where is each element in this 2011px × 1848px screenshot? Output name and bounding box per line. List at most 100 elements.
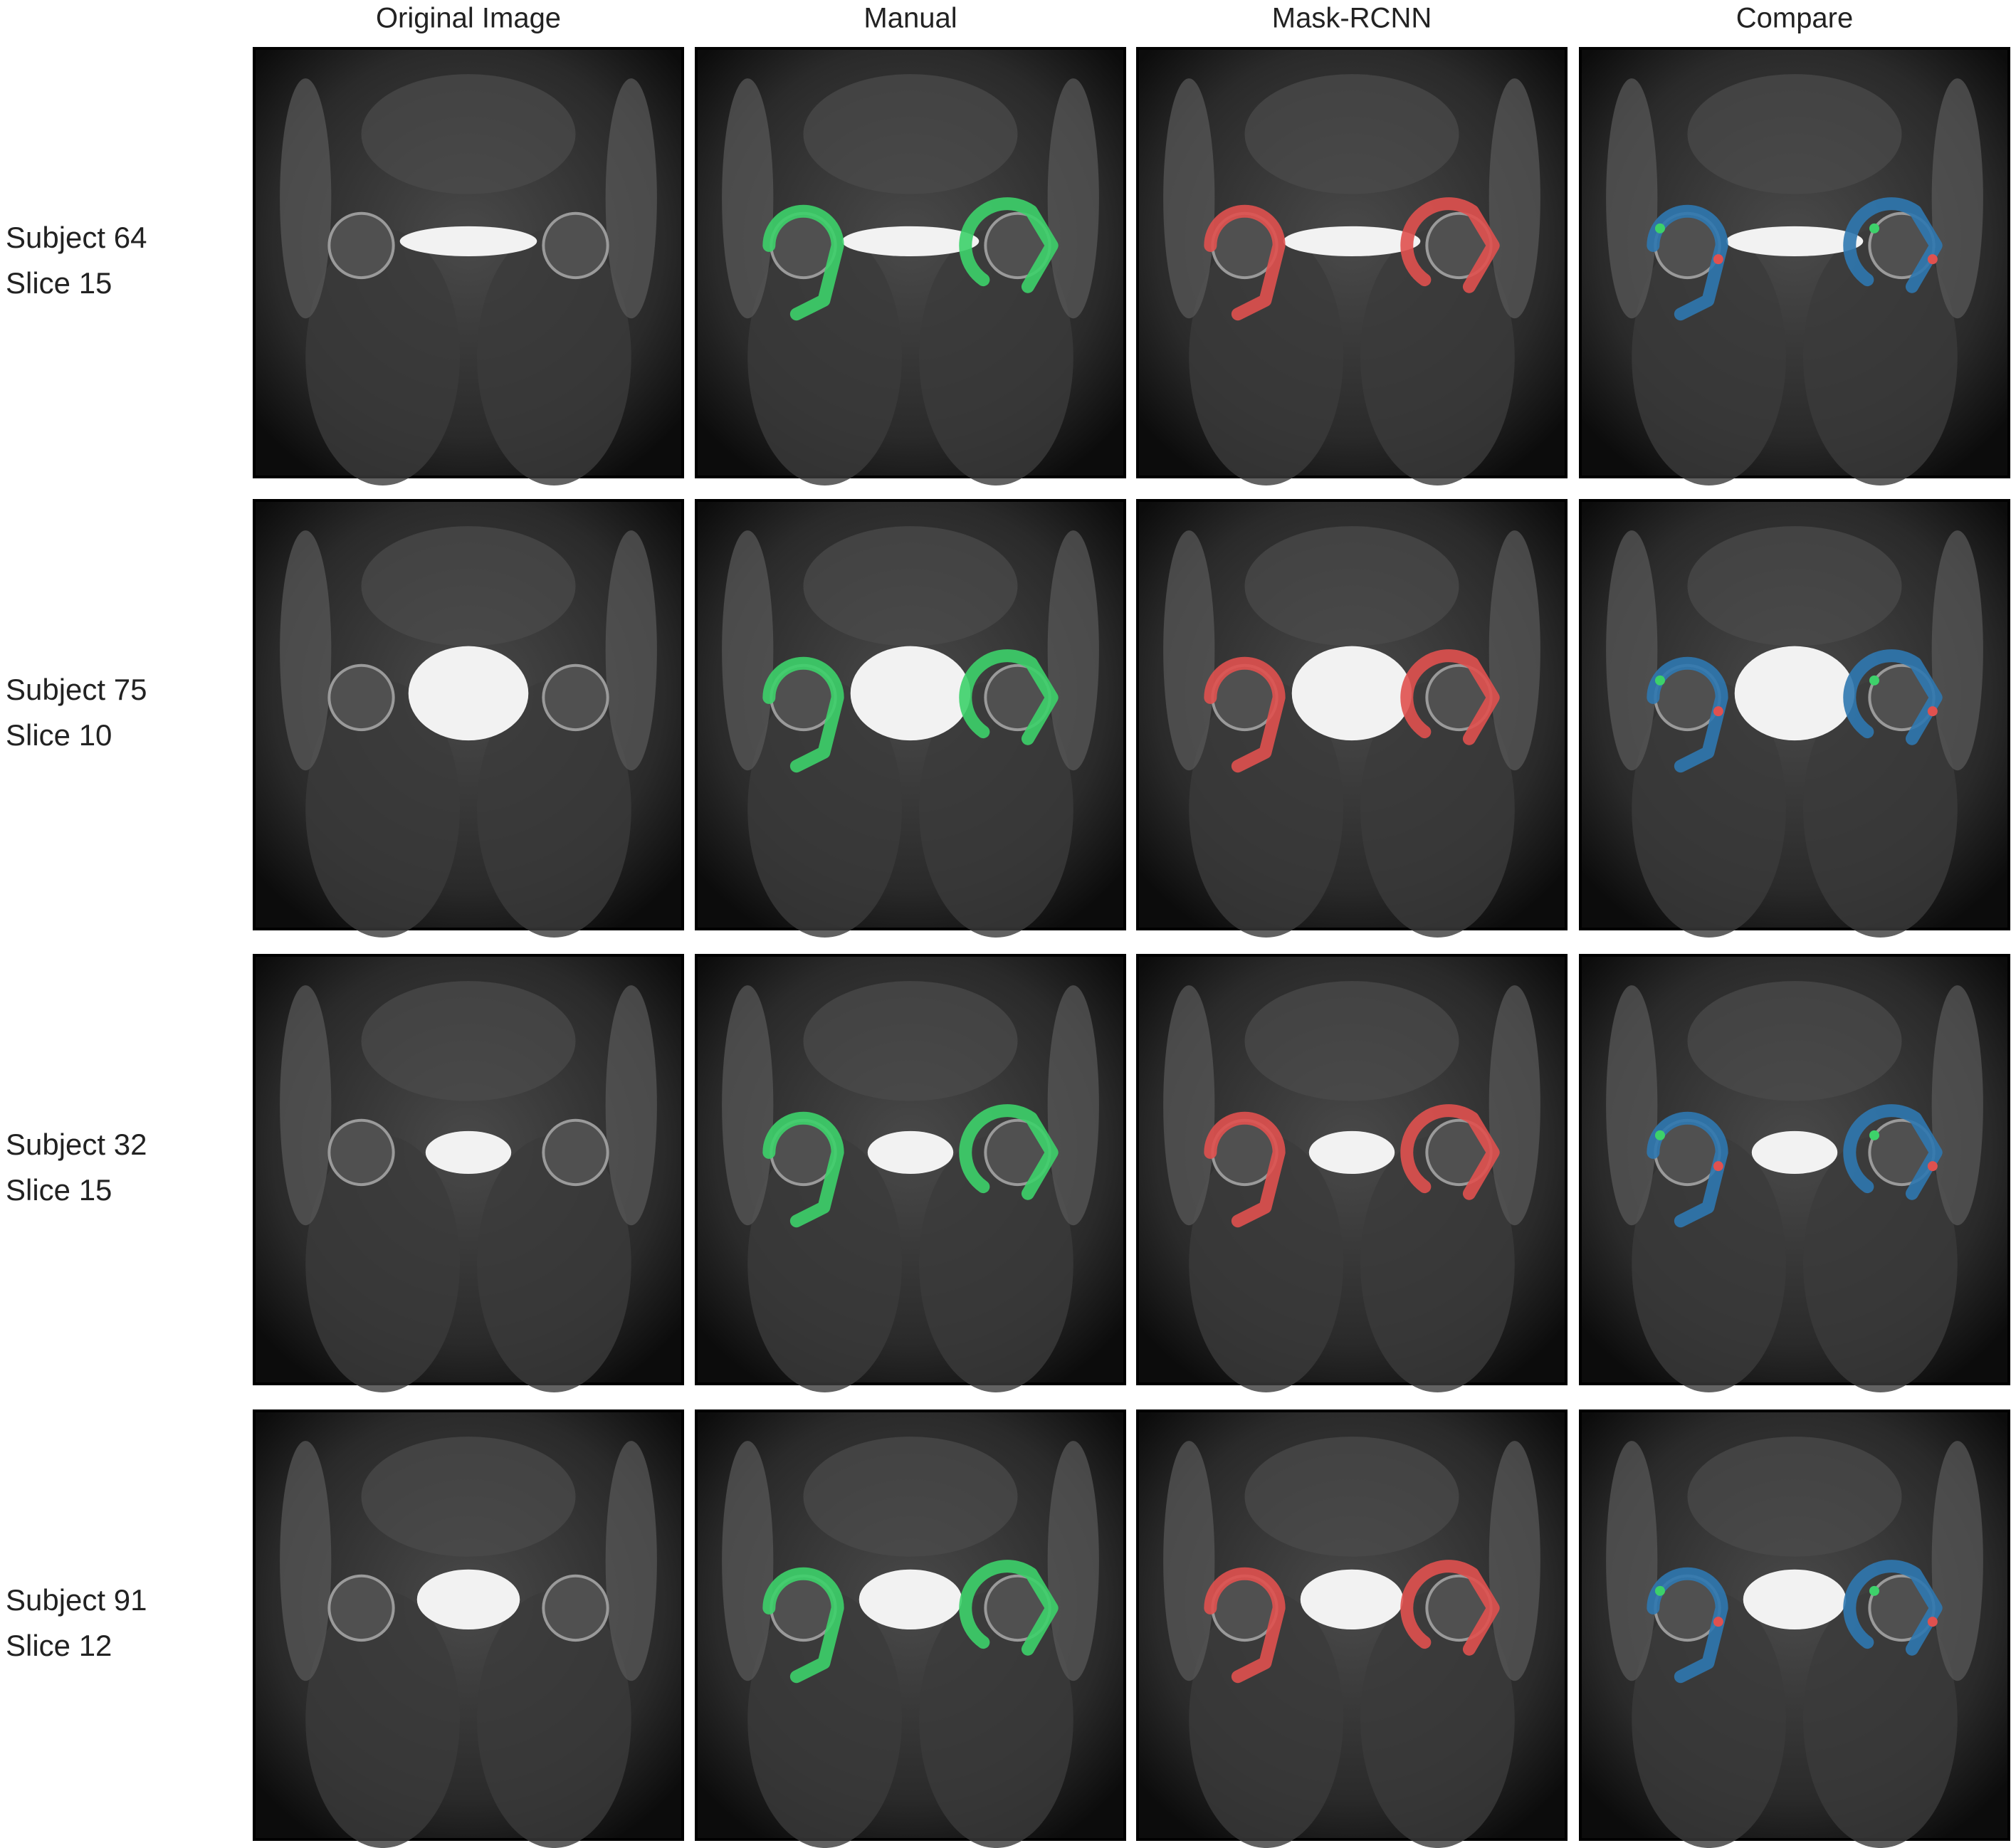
row-subject: Subject 75 [6, 673, 147, 706]
lesion-overlay [1204, 1111, 1286, 1228]
thigh [1803, 680, 1958, 938]
thigh [1360, 680, 1515, 938]
lesion-overlay [1204, 656, 1286, 773]
abdomen [361, 981, 576, 1101]
row-subject: Subject 32 [6, 1128, 147, 1161]
ilium [722, 530, 774, 771]
thigh [1803, 1135, 1958, 1393]
overlay-dot [1654, 1130, 1665, 1140]
lesion-overlay [1843, 1104, 1943, 1200]
lesion-overlay [1843, 197, 1943, 293]
ilium [722, 985, 774, 1226]
bladder [416, 1569, 520, 1630]
thigh [1189, 1135, 1343, 1393]
bladder [1734, 646, 1855, 741]
lesion-overlay [959, 197, 1059, 293]
thigh [1360, 1135, 1515, 1393]
abdomen [803, 526, 1018, 646]
thigh [1632, 228, 1786, 486]
lesion-overlay [1400, 1104, 1500, 1200]
lesion-overlay [1843, 649, 1943, 745]
ilium [1931, 78, 1983, 319]
ilium [1488, 530, 1540, 771]
mri-image [253, 954, 684, 1393]
abdomen [1244, 74, 1459, 194]
lesion-overlay [959, 1560, 1059, 1656]
mri-image [1136, 954, 1568, 1393]
abdomen [361, 1437, 576, 1557]
column-header: Manual [863, 3, 957, 34]
ilium [280, 530, 332, 771]
femoral-head [327, 1574, 395, 1642]
thigh [747, 680, 902, 938]
thigh [1803, 1590, 1958, 1848]
thigh [1632, 1590, 1786, 1848]
mri-image [695, 499, 1126, 938]
abdomen [1244, 1437, 1459, 1557]
abdomen [1244, 526, 1459, 646]
femoral-head [327, 211, 395, 280]
mri-image [1579, 499, 2010, 938]
column-header: Compare [1736, 3, 1854, 34]
thigh [919, 680, 1073, 938]
thigh [477, 1590, 631, 1848]
thigh [477, 1135, 631, 1393]
row-slice: Slice 10 [6, 718, 112, 752]
overlay-dot [1713, 1617, 1723, 1627]
row-slice: Slice 12 [6, 1629, 112, 1662]
ilium [1931, 985, 1983, 1226]
abdomen [1244, 981, 1459, 1101]
lesion-overlay [959, 649, 1059, 745]
ilium [280, 78, 332, 319]
ilium [1163, 78, 1215, 319]
mri-image [253, 499, 684, 938]
ilium [1606, 1441, 1658, 1681]
bladder [1726, 226, 1864, 256]
lesion-overlay [762, 1111, 844, 1228]
thigh [305, 1135, 460, 1393]
femoral-head [327, 663, 395, 732]
ilium [1488, 78, 1540, 319]
bladder [867, 1130, 954, 1175]
abdomen [1687, 526, 1902, 646]
abdomen [803, 1437, 1018, 1557]
thigh [919, 228, 1073, 486]
ilium [1606, 78, 1658, 319]
bladder [850, 646, 971, 741]
thigh [1189, 228, 1343, 486]
mri-image [695, 954, 1126, 1393]
ilium [1163, 985, 1215, 1226]
lesion-overlay [1400, 1560, 1500, 1656]
abdomen [803, 74, 1018, 194]
mri-image [253, 47, 684, 486]
lesion-overlay [1400, 197, 1500, 293]
lesion-overlay [762, 204, 844, 321]
overlay-dot [1869, 1585, 1879, 1596]
bladder [1283, 226, 1421, 256]
thigh [305, 680, 460, 938]
thigh [1632, 1135, 1786, 1393]
mri-image [1579, 47, 2010, 486]
mri-image [1579, 954, 2010, 1393]
abdomen [1687, 74, 1902, 194]
thigh [919, 1135, 1073, 1393]
column-header: Mask-RCNN [1272, 3, 1432, 34]
overlay-dot [1713, 254, 1723, 265]
overlay-dot [1654, 1585, 1665, 1596]
mri-image [1136, 1409, 1568, 1848]
lesion-overlay [1843, 1560, 1943, 1656]
ilium [1163, 1441, 1215, 1681]
bladder [399, 226, 537, 256]
bladder [841, 226, 980, 256]
thigh [919, 1590, 1073, 1848]
mri-image [695, 47, 1126, 486]
ilium [1163, 530, 1215, 771]
column-header: Original Image [376, 3, 561, 34]
ilium [1047, 530, 1099, 771]
abdomen [361, 74, 576, 194]
lesion-overlay [959, 1104, 1059, 1200]
bladder [425, 1130, 512, 1175]
ilium [722, 78, 774, 319]
